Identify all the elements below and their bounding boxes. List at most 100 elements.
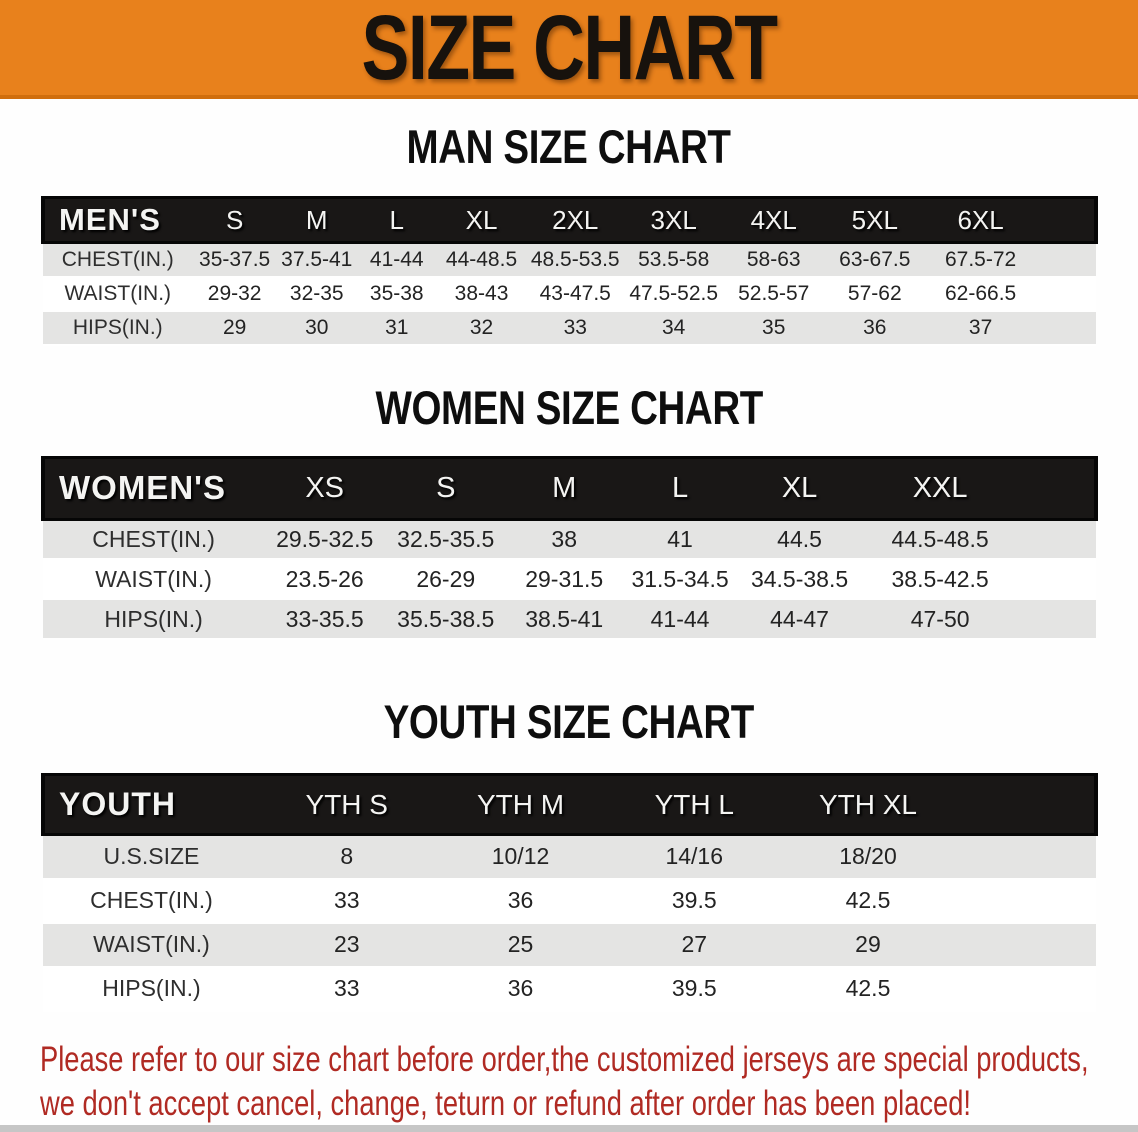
value-cell: 33 — [259, 965, 434, 1012]
value-cell: 58-63 — [723, 241, 825, 278]
value-cell: 41-44 — [622, 598, 738, 640]
women-table-row: HIPS(IN.) 33-35.5 35.5-38.5 38.5-41 41-44 44-… — [43, 598, 1096, 640]
value-cell: 67.5-72 — [925, 241, 1036, 278]
value-cell: 38.5-42.5 — [861, 558, 1020, 600]
youth-column-header: YTH L — [607, 773, 782, 836]
value-cell: 38 — [506, 518, 623, 560]
value-cell: 35-38 — [356, 275, 437, 312]
value-cell: 23.5-26 — [264, 558, 386, 600]
spacer-cell — [1019, 558, 1096, 600]
row-label: U.S.SIZE — [43, 833, 260, 880]
men-header-row: MEN'S S M L XL 2XL 3XL 4XL 5XL 6XL — [41, 196, 1099, 244]
spacer-cell — [1035, 196, 1099, 244]
value-cell: 44-47 — [737, 598, 862, 640]
women-size-chart-title: WOMEN SIZE CHART — [375, 380, 763, 434]
men-column-header: M — [276, 196, 357, 244]
women-table-row: WAIST(IN.) 23.5-26 26-29 29-31.5 31.5-34.5 34… — [43, 558, 1096, 600]
men-table-row: HIPS(IN.) 29 30 31 32 33 34 35 36 37 — [43, 309, 1096, 346]
men-column-header: 3XL — [624, 196, 724, 244]
youth-size-table: YOUTH YTH S YTH M YTH L YTH XL U.S.SIZE 8 10/12… — [41, 773, 1099, 1012]
value-cell: 36 — [433, 965, 608, 1012]
value-cell: 29-31.5 — [506, 558, 623, 600]
value-cell: 44-48.5 — [436, 241, 527, 278]
women-column-header: S — [385, 455, 507, 521]
men-column-header: 2XL — [526, 196, 625, 244]
value-cell: 18/20 — [781, 833, 955, 880]
men-table-label: MEN'S — [41, 196, 193, 244]
row-label: CHEST(IN.) — [43, 518, 265, 560]
value-cell: 32-35 — [276, 275, 357, 312]
value-cell: 33 — [259, 877, 434, 924]
spacer-cell — [954, 921, 1096, 968]
spacer-cell — [1019, 598, 1096, 640]
row-label: WAIST(IN.) — [43, 558, 265, 600]
spacer-cell — [954, 965, 1096, 1012]
spacer-cell — [954, 877, 1096, 924]
youth-table-row: WAIST(IN.) 23 25 27 29 — [43, 921, 1096, 968]
value-cell: 57-62 — [824, 275, 926, 312]
value-cell: 35-37.5 — [192, 241, 277, 278]
value-cell: 14/16 — [607, 833, 782, 880]
value-cell: 36 — [433, 877, 608, 924]
value-cell: 8 — [259, 833, 434, 880]
womens-size-table: WOMEN'S XS S M L XL XXL CHEST(IN.) 29.5-32.5 32.5… — [40, 455, 1098, 640]
women-column-header: L — [622, 455, 738, 521]
men-column-header: L — [356, 196, 437, 244]
value-cell: 34 — [624, 309, 724, 346]
size-chart-banner: SIZE CHART — [0, 0, 1138, 99]
value-cell: 31 — [356, 309, 437, 346]
spacer-cell — [1019, 518, 1096, 560]
value-cell: 35.5-38.5 — [385, 598, 507, 640]
row-label: HIPS(IN.) — [43, 309, 193, 346]
row-label: WAIST(IN.) — [43, 275, 193, 312]
youth-column-header: YTH S — [259, 773, 434, 836]
value-cell: 47-50 — [861, 598, 1020, 640]
value-cell: 32 — [436, 309, 527, 346]
youth-table-row: HIPS(IN.) 33 36 39.5 42.5 — [43, 965, 1096, 1012]
banner-title: SIZE CHART — [361, 0, 779, 99]
value-cell: 52.5-57 — [723, 275, 825, 312]
spacer-cell — [954, 773, 1099, 836]
spacer-cell — [1035, 275, 1096, 312]
women-column-header: XL — [737, 455, 862, 521]
men-column-header: XL — [436, 196, 527, 244]
row-label: WAIST(IN.) — [43, 921, 260, 968]
disclaimer-text: Please refer to our size chart before or… — [0, 1038, 1138, 1126]
value-cell: 39.5 — [607, 877, 782, 924]
value-cell: 53.5-58 — [624, 241, 724, 278]
youth-size-chart-title: YOUTH SIZE CHART — [383, 695, 755, 748]
value-cell: 29 — [192, 309, 277, 346]
value-cell: 47.5-52.5 — [624, 275, 724, 312]
value-cell: 30 — [276, 309, 357, 346]
value-cell: 44.5-48.5 — [861, 518, 1020, 560]
value-cell: 32.5-35.5 — [385, 518, 507, 560]
youth-table-row: U.S.SIZE 8 10/12 14/16 18/20 — [43, 833, 1096, 880]
spacer-cell — [954, 833, 1096, 880]
women-column-header: XS — [264, 455, 386, 521]
spacer-cell — [1035, 309, 1096, 346]
value-cell: 37 — [925, 309, 1036, 346]
disclaimer-line-2: we don't accept cancel, change, teturn o… — [40, 1083, 971, 1123]
value-cell: 10/12 — [433, 833, 608, 880]
men-column-header: S — [192, 196, 277, 244]
man-size-chart-title: MAN SIZE CHART — [407, 120, 731, 173]
value-cell: 38-43 — [436, 275, 527, 312]
value-cell: 44.5 — [737, 518, 862, 560]
value-cell: 29.5-32.5 — [264, 518, 386, 560]
men-table-row: CHEST(IN.) 35-37.5 37.5-41 41-44 44-48.5 48.5… — [43, 241, 1096, 278]
value-cell: 39.5 — [607, 965, 782, 1012]
row-label: HIPS(IN.) — [43, 598, 265, 640]
youth-table-row: CHEST(IN.) 33 36 39.5 42.5 — [43, 877, 1096, 924]
value-cell: 42.5 — [781, 877, 955, 924]
disclaimer-line-1: Please refer to our size chart before or… — [40, 1039, 1089, 1079]
value-cell: 62-66.5 — [925, 275, 1036, 312]
value-cell: 37.5-41 — [276, 241, 357, 278]
value-cell: 43-47.5 — [526, 275, 625, 312]
men-table-row: WAIST(IN.) 29-32 32-35 35-38 38-43 43-47.5 47.… — [43, 275, 1096, 312]
value-cell: 27 — [607, 921, 782, 968]
row-label: CHEST(IN.) — [43, 877, 260, 924]
women-table-label: WOMEN'S — [40, 455, 265, 521]
men-column-header: 6XL — [925, 196, 1036, 244]
youth-column-header: YTH M — [433, 773, 608, 836]
value-cell: 25 — [433, 921, 608, 968]
